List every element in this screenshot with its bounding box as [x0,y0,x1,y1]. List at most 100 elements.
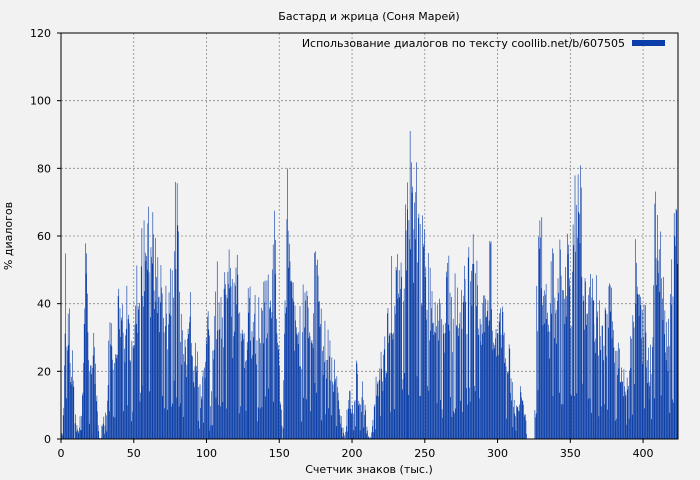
data-bar [121,320,123,439]
data-bar [322,375,324,439]
data-bar [495,329,497,439]
data-bar [403,301,404,439]
data-bar [526,433,527,439]
data-bar [294,305,296,439]
data-bar [671,259,673,439]
data-bar [602,360,604,439]
data-bar [114,363,115,439]
data-bar [164,408,165,439]
data-bar [160,265,162,439]
data-bar [387,313,388,439]
data-bar [256,364,257,439]
data-bar [420,396,422,439]
data-bar [521,400,523,439]
data-bar [597,355,599,439]
data-bar [612,321,613,439]
data-bar [127,405,128,439]
data-bar [188,334,190,439]
data-bar [662,320,664,439]
data-bar [327,329,329,439]
data-bar [305,399,307,439]
data-bar [635,303,637,439]
data-bar [166,313,167,439]
data-bar [548,358,550,439]
chart-title: Бастард и жрица (Соня Марей) [278,10,459,23]
data-bar [624,391,626,439]
data-bar [490,241,492,439]
data-bar [608,286,610,439]
data-bar [580,187,582,439]
data-bar [422,246,424,439]
data-bar [575,204,577,439]
data-bar [94,347,95,439]
data-bar [465,301,467,439]
data-bar [164,325,166,439]
data-bar [498,321,500,439]
data-bar [180,342,181,439]
data-bar [622,396,624,439]
data-bar [219,329,221,439]
data-bar [175,269,177,439]
data-bar [115,354,116,439]
data-bar [277,343,278,439]
data-bar [120,317,122,439]
data-bar [80,429,81,439]
data-bar [424,277,426,439]
data-bar [278,344,280,439]
data-bar [147,223,149,439]
data-bar [378,379,380,439]
data-bar [511,382,513,439]
data-bar [435,332,437,439]
data-bar [405,204,406,439]
data-bar [309,336,311,439]
data-bar [572,271,573,439]
data-bar [330,380,331,439]
data-bar [322,350,323,439]
data-bar [607,409,608,439]
data-bar [111,346,113,439]
data-bar [505,366,507,439]
data-bar [137,306,139,439]
data-bar [296,333,298,439]
grid [61,33,678,439]
data-bar [416,162,417,439]
x-tick-label: 200 [342,447,363,460]
data-bar [236,304,237,439]
data-bar [74,423,76,439]
data-bar [570,395,572,439]
data-bar [85,243,86,439]
data-bar [194,387,195,439]
data-bar [516,405,517,439]
data-bar [122,332,124,439]
data-bar [627,389,629,439]
data-bar [551,313,553,439]
data-bar [555,309,557,439]
data-bar [94,383,96,439]
data-bar [342,436,343,439]
data-bar [486,316,487,439]
data-bar [552,248,553,439]
data-bar [259,338,260,439]
data-bar [261,307,262,439]
data-bar [320,308,322,439]
data-bar [481,333,483,439]
data-bar [553,253,554,439]
data-bar [570,394,571,439]
data-bar [180,313,182,439]
data-bar [307,295,308,439]
data-bar [578,211,580,439]
data-bar [672,399,673,439]
data-bar [292,282,294,439]
legend: Использование диалогов по тексту coollib… [302,37,665,50]
data-bar [400,288,401,439]
data-bar [71,376,72,439]
data-bar [315,392,317,439]
data-bar [646,367,647,439]
data-bar [430,330,432,439]
data-bar [475,273,476,439]
data-bar [91,433,93,439]
data-bar [631,414,633,439]
data-bar [64,365,65,439]
data-bar [329,356,330,439]
data-bar [479,398,480,439]
